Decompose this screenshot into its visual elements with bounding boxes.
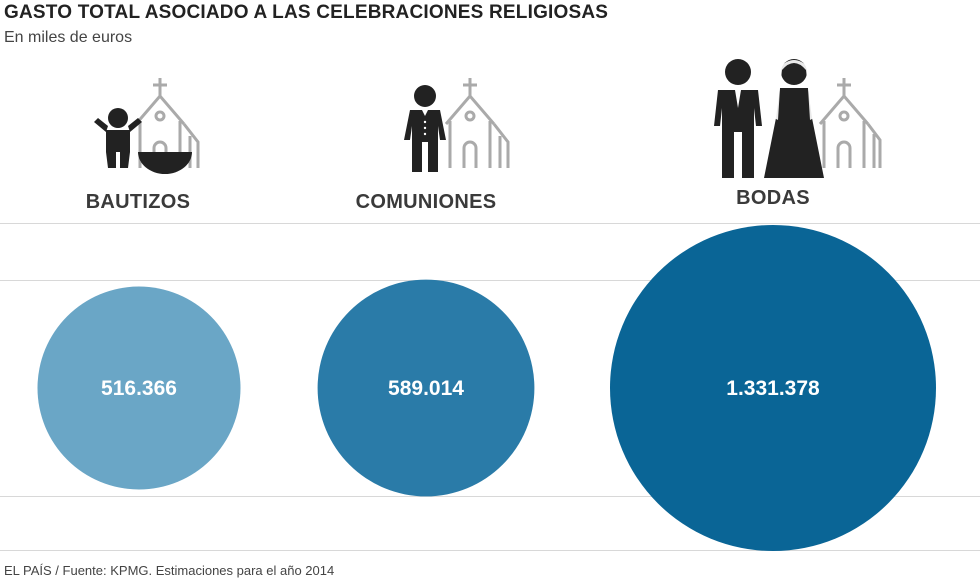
first-communion-child-church-icon bbox=[404, 78, 510, 172]
bride-groom-church-icon bbox=[714, 59, 882, 178]
category-label-bautizos: BAUTIZOS bbox=[85, 191, 191, 213]
chart-subtitle: En miles de euros bbox=[4, 29, 133, 46]
value-label-comuniones: 589.014 bbox=[388, 377, 464, 400]
bubble-comuniones bbox=[317, 279, 535, 497]
value-label-bautizos: 516.366 bbox=[101, 377, 177, 400]
grid-line bbox=[0, 280, 980, 281]
category-label-bodas: BODAS bbox=[736, 187, 810, 209]
baby-baptism-font-church-icon bbox=[94, 78, 200, 174]
grid-line bbox=[0, 496, 980, 497]
category-label-comuniones: COMUNIONES bbox=[355, 191, 497, 213]
grid-line bbox=[0, 223, 980, 224]
bubble-bodas bbox=[610, 225, 936, 551]
chart-title: GASTO TOTAL ASOCIADO A LAS CELEBRACIONES… bbox=[4, 2, 609, 23]
grid-line bbox=[0, 550, 980, 551]
source-note: EL PAÍS / Fuente: KPMG. Estimaciones par… bbox=[4, 563, 335, 578]
value-label-bodas: 1.331.378 bbox=[726, 377, 820, 400]
bubble-bautizos bbox=[37, 286, 241, 490]
